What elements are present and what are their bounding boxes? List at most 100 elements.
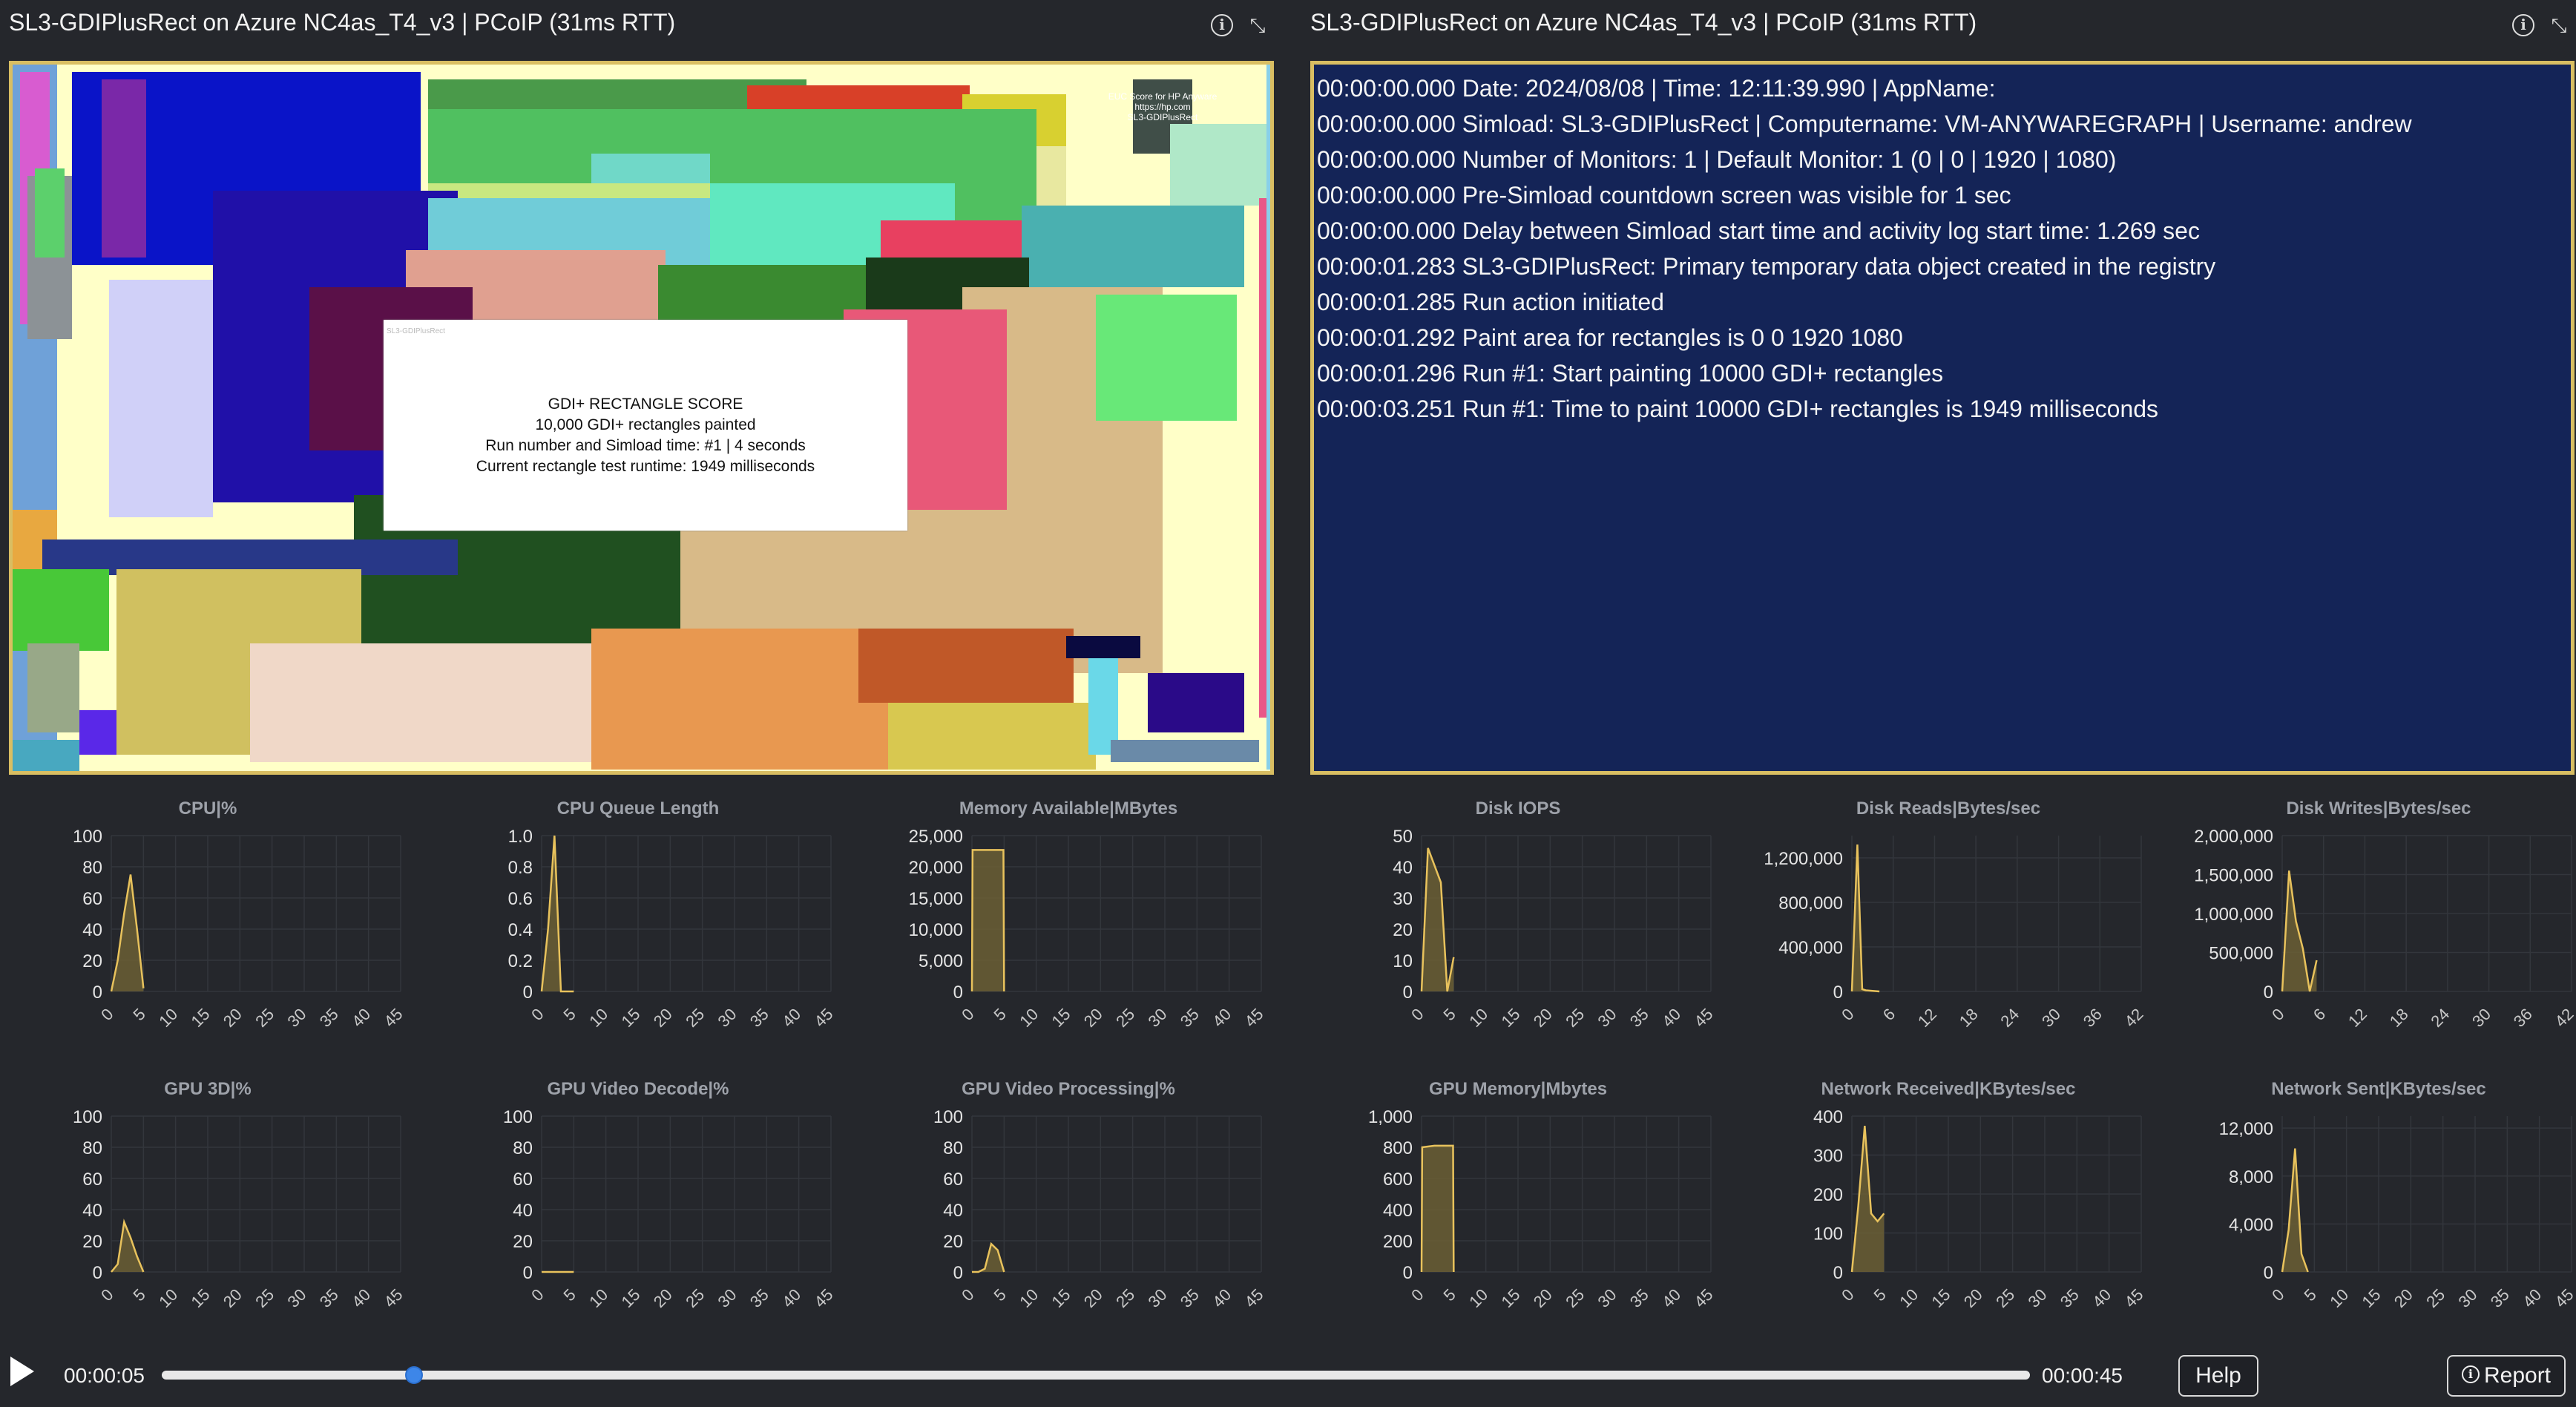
chart-plot: 2,000,000 1,500,000 1,000,000 500,000 0 0 6 12 1… xyxy=(2194,827,2576,1031)
remote-screen-capture: EUC Score for HP Anyware https://hp.com … xyxy=(9,61,1274,775)
x-tick-label: 25 xyxy=(682,1285,708,1311)
y-tick-label: 80 xyxy=(82,1138,102,1158)
x-tick-label: 45 xyxy=(811,1285,837,1311)
series-line xyxy=(1420,1144,1455,1273)
log-line: 00:00:01.285 Run action initiated xyxy=(1317,289,1664,315)
chart-title: Network Received|KBytes/sec xyxy=(1821,1079,2076,1099)
chart: GPU Memory|Mbytes 1,000 800 600 400 200 0 0 5 10 1… xyxy=(1310,1079,1726,1316)
x-tick-label: 18 xyxy=(1956,1005,1982,1031)
x-tick-label: 20 xyxy=(1080,1005,1106,1031)
x-tick-label: 20 xyxy=(220,1285,246,1311)
y-tick-label: 15,000 xyxy=(909,889,963,909)
series-line xyxy=(1850,844,1880,993)
x-tick-label: 42 xyxy=(2552,1005,2576,1031)
y-tick-label: 60 xyxy=(82,1170,102,1190)
left-expand-icon[interactable]: ⤡ xyxy=(1249,14,1266,36)
score-corner-label: SL3-GDIPlusRect xyxy=(387,327,445,335)
x-tick-label: 0 xyxy=(528,1285,547,1305)
x-tick-label: 40 xyxy=(1658,1005,1684,1031)
right-info-icon[interactable]: i xyxy=(2512,14,2534,36)
x-tick-label: 40 xyxy=(2519,1285,2545,1311)
y-tick-label: 0 xyxy=(523,1263,533,1283)
y-tick-label: 0 xyxy=(1403,1263,1413,1283)
x-tick-label: 15 xyxy=(618,1005,644,1031)
x-tick-label: 25 xyxy=(2422,1285,2448,1311)
left-info-icon[interactable]: i xyxy=(1211,14,1233,36)
x-tick-label: 5 xyxy=(560,1285,579,1305)
x-tick-label: 5 xyxy=(1440,1285,1459,1305)
x-tick-label: 0 xyxy=(1838,1005,1857,1024)
y-tick-label: 0 xyxy=(953,1263,963,1283)
x-tick-label: 0 xyxy=(97,1005,116,1024)
y-tick-label: 40 xyxy=(82,920,102,940)
x-tick-label: 0 xyxy=(1407,1005,1427,1024)
score-line-2: 10,000 GDI+ rectangles painted xyxy=(535,416,756,433)
y-tick-label: 0 xyxy=(1403,983,1413,1003)
series-area xyxy=(972,850,1005,991)
x-tick-label: 20 xyxy=(1530,1285,1556,1311)
series-line xyxy=(1850,1126,1885,1273)
x-tick-label: 25 xyxy=(1562,1285,1588,1311)
y-tick-label: 40 xyxy=(513,1201,533,1221)
y-tick-label: 300 xyxy=(1813,1147,1843,1167)
x-tick-label: 45 xyxy=(2121,1285,2147,1311)
help-button[interactable]: Help xyxy=(2178,1355,2258,1397)
y-tick-label: 10,000 xyxy=(909,920,963,940)
x-tick-label: 25 xyxy=(1562,1005,1588,1031)
y-tick-label: 20 xyxy=(513,1232,533,1252)
x-tick-label: 30 xyxy=(1594,1285,1620,1311)
timeline-thumb[interactable] xyxy=(404,1366,423,1384)
x-tick-label: 35 xyxy=(1626,1005,1652,1031)
x-tick-label: 20 xyxy=(2391,1285,2416,1311)
y-tick-label: 0 xyxy=(93,1263,102,1283)
right-panel-title: SL3-GDIPlusRect on Azure NC4as_T4_v3 | P… xyxy=(1310,9,1977,36)
x-tick-label: 5 xyxy=(1440,1005,1459,1024)
y-tick-label: 0.4 xyxy=(508,920,533,940)
y-tick-label: 800 xyxy=(1383,1138,1413,1158)
y-tick-label: 400 xyxy=(1813,1107,1843,1127)
x-tick-label: 10 xyxy=(155,1285,181,1311)
x-tick-label: 24 xyxy=(2427,1005,2453,1031)
x-tick-label: 40 xyxy=(778,1005,804,1031)
log-line: 00:00:00.000 Pre-Simload countdown scree… xyxy=(1317,182,2011,209)
chart-title: CPU|% xyxy=(178,798,237,819)
rectangle-score-dialog: SL3-GDIPlusRect GDI+ RECTANGLE SCORE 10,… xyxy=(384,320,907,531)
playback-controls: 00:00:05 00:00:45 Help i Report xyxy=(0,1343,2576,1407)
x-tick-label: 45 xyxy=(1241,1285,1267,1311)
x-tick-label: 12 xyxy=(1914,1005,1940,1031)
score-line-3: Run number and Simload time: #1 | 4 seco… xyxy=(485,437,806,454)
x-tick-label: 35 xyxy=(316,1005,342,1031)
y-tick-label: 20,000 xyxy=(909,858,963,878)
total-time: 00:00:45 xyxy=(2042,1364,2123,1387)
series-line xyxy=(2281,1148,2309,1273)
y-tick-label: 400 xyxy=(1383,1201,1413,1221)
timeline-slider[interactable] xyxy=(162,1366,2030,1384)
euc-line-1: EUC Score for HP Anyware xyxy=(1108,91,1218,102)
x-tick-label: 15 xyxy=(1928,1285,1954,1311)
y-tick-label: 0.2 xyxy=(508,951,533,971)
y-tick-label: 500,000 xyxy=(2209,944,2273,964)
chart-title: CPU Queue Length xyxy=(556,798,720,819)
x-tick-label: 0 xyxy=(2268,1005,2287,1024)
x-tick-label: 24 xyxy=(1997,1005,2023,1031)
x-tick-label: 15 xyxy=(188,1005,214,1031)
y-tick-label: 1,000 xyxy=(1368,1107,1413,1127)
x-tick-label: 10 xyxy=(1465,1285,1491,1311)
right-expand-icon[interactable]: ⤡ xyxy=(2551,14,2567,36)
x-tick-label: 40 xyxy=(348,1005,374,1031)
report-button[interactable]: i Report xyxy=(2447,1355,2566,1397)
y-tick-label: 40 xyxy=(82,1201,102,1221)
chart: Network Sent|KBytes/sec 12,000 8,000 4,000 0… xyxy=(2171,1079,2576,1316)
y-tick-label: 20 xyxy=(82,951,102,971)
y-tick-label: 30 xyxy=(1393,889,1413,909)
series-area xyxy=(1422,1145,1454,1272)
y-tick-label: 100 xyxy=(73,827,102,847)
x-tick-label: 40 xyxy=(1209,1005,1235,1031)
chart: Memory Available|MBytes 25,000 20,000 15,00… xyxy=(861,798,1276,1036)
x-tick-label: 5 xyxy=(1870,1285,1890,1305)
log-line: 00:00:03.251 Run #1: Time to paint 10000… xyxy=(1317,396,2159,422)
chart: Disk IOPS 50 40 30 20 10 0 0 5 10 15 20 25 30 35 40 45 xyxy=(1310,798,1726,1036)
euc-line-2: https://hp.com xyxy=(1134,102,1191,112)
play-icon[interactable] xyxy=(9,1355,36,1388)
